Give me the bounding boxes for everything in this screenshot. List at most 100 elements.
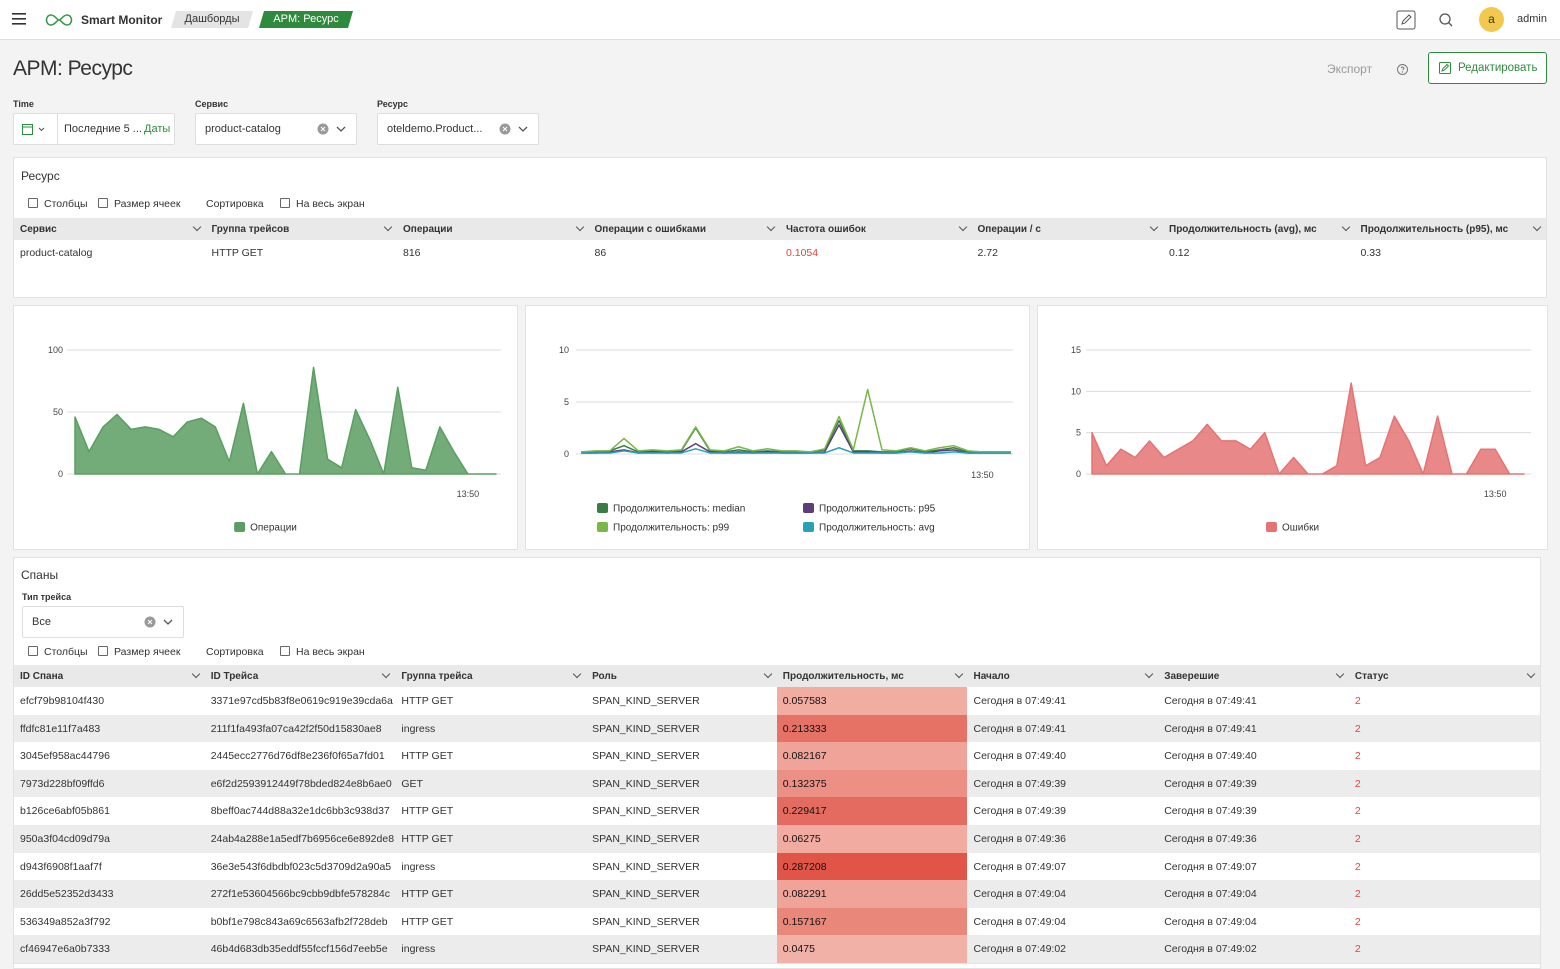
chart-panel: 0 5 10 13:50 Продолжительность: median Продол…: [525, 305, 1030, 550]
export-button[interactable]: Экспорт: [1327, 62, 1373, 76]
table-cell: SPAN_KIND_SERVER: [592, 805, 700, 818]
dates-link[interactable]: Даты: [144, 123, 171, 135]
duration-cell: [776, 825, 968, 853]
breadcrumb[interactable]: Дашборды: [171, 11, 253, 28]
toolbar-button[interactable]: Столбцы: [28, 646, 88, 658]
legend-item[interactable]: Продолжительность: p99: [597, 522, 730, 534]
legend-item[interactable]: Продолжительность: median: [597, 503, 745, 515]
table-cell: 2: [1354, 722, 1361, 735]
duration-cell: [776, 714, 968, 743]
time-picker[interactable]: Последние 5 ... Даты: [13, 113, 175, 145]
duration-cell: [776, 907, 968, 936]
legend-item[interactable]: Продолжительность: avg: [803, 522, 935, 534]
help-icon[interactable]: [1396, 63, 1409, 76]
column-header[interactable]: Заверешие: [1164, 671, 1220, 682]
panel-title: Ресурс: [21, 169, 60, 183]
toolbar-button[interactable]: Размер ячеек: [98, 198, 180, 210]
page-title: APM: Ресурс: [13, 57, 133, 80]
toolbar-button[interactable]: Размер ячеек: [98, 646, 180, 658]
toolbar-label: На весь экран: [296, 198, 365, 210]
toolbar-label: Размер ячеек: [114, 198, 181, 210]
table-cell: Сегодня в 07:49:04: [973, 888, 1067, 901]
legend-item[interactable]: Ошибки: [1265, 522, 1319, 534]
filter-label: Тип трейса: [22, 592, 72, 602]
table-cell: SPAN_KIND_SERVER: [592, 888, 700, 901]
column-header[interactable]: Операции: [403, 224, 453, 235]
column-header[interactable]: Группа трейсов: [211, 224, 290, 235]
area: [1091, 382, 1525, 475]
service-select[interactable]: product-catalog: [195, 113, 357, 145]
table-cell: Сегодня в 07:49:39: [973, 777, 1067, 790]
table-cell: HTTP GET: [401, 833, 454, 845]
table-cell: 3045ef958ac44796: [20, 750, 110, 763]
table-cell: b126ce6abf05b861: [20, 805, 110, 818]
legend-label: Продолжительность: p95: [819, 504, 936, 515]
column-header[interactable]: ID Спана: [20, 671, 64, 682]
edit-button[interactable]: Редактировать: [1428, 52, 1547, 84]
table-cell: 0.082291: [782, 888, 827, 901]
table-cell: HTTP GET: [211, 247, 264, 259]
table-cell: Сегодня в 07:49:36: [1164, 833, 1257, 845]
column-header[interactable]: Частота ошибок: [786, 224, 866, 235]
panel-title: Спаны: [21, 568, 59, 582]
column-header[interactable]: Продолжительность (p95), мс: [1360, 224, 1509, 235]
toolbar-button[interactable]: Сортировка: [194, 198, 264, 210]
table-cell: SPAN_KIND_SERVER: [592, 943, 700, 956]
legend-swatch: [234, 522, 246, 532]
legend-label: Продолжительность: p99: [613, 523, 730, 534]
table-cell: product-catalog: [20, 247, 93, 259]
user-name[interactable]: admin: [1517, 13, 1547, 25]
table-cell: SPAN_KIND_SERVER: [592, 750, 700, 763]
legend-label: Продолжительность: median: [613, 504, 745, 515]
table-cell: efcf79b98104f430: [20, 695, 105, 707]
column-header[interactable]: Сервис: [20, 224, 57, 235]
table-cell: ingress: [401, 722, 436, 735]
toolbar-icon: [28, 198, 38, 208]
toolbar-icon: [194, 648, 200, 656]
table-cell: 2.72: [977, 247, 998, 259]
resource-select[interactable]: oteldemo.Product...: [377, 113, 539, 145]
column-header[interactable]: Операции / с: [977, 224, 1041, 235]
table-cell: 2: [1354, 915, 1361, 928]
table-cell: 536349a852a3f792: [20, 915, 111, 928]
column-header[interactable]: Статус: [1354, 671, 1389, 682]
column-header[interactable]: Продолжительность, мс: [782, 671, 904, 682]
edit-icon[interactable]: [1396, 10, 1416, 30]
y-tick-label: 100: [48, 345, 63, 355]
menu-icon[interactable]: [12, 13, 26, 25]
toolbar-button[interactable]: Сортировка: [194, 646, 264, 658]
legend-item[interactable]: Операции: [234, 522, 297, 534]
table-cell: 86: [594, 247, 607, 259]
breadcrumb-current[interactable]: APM: Ресурс: [259, 11, 353, 28]
table-cell: 0.33: [1360, 247, 1381, 259]
duration-cell: [776, 742, 968, 770]
toolbar-button[interactable]: Столбцы: [28, 198, 88, 210]
column-header[interactable]: Продолжительность (avg), мс: [1169, 224, 1317, 235]
column-header[interactable]: Операции с ошибками: [594, 224, 707, 235]
table-cell: 0.057583: [782, 695, 827, 707]
toolbar-label: Столбцы: [44, 198, 88, 210]
column-header[interactable]: Роль: [592, 671, 617, 682]
column-header[interactable]: ID Трейса: [210, 671, 259, 682]
table-cell: 0.132375: [782, 777, 827, 790]
table-cell: 2: [1354, 777, 1361, 790]
table-cell: 950a3f04cd09d79a: [20, 833, 110, 845]
duration-cell: [776, 935, 968, 963]
legend-item[interactable]: Продолжительность: p95: [803, 503, 936, 515]
table-cell: 0.12: [1169, 247, 1190, 259]
y-tick-label: 0: [1076, 469, 1081, 479]
table-cell: 272f1e53604566bc9cbb9dbfe578284c: [210, 888, 390, 901]
table-cell: Сегодня в 07:49:04: [973, 915, 1067, 928]
legend-label: Ошибки: [1282, 522, 1319, 534]
trace-type-select[interactable]: Все: [22, 606, 184, 638]
toolbar-button[interactable]: На весь экран: [280, 198, 365, 210]
toolbar-button[interactable]: На весь экран: [280, 646, 365, 658]
spans-panel: Спаны Тип трейса Все Столбцы Размер ячеек…: [13, 557, 1541, 969]
column-header[interactable]: Группа трейса: [401, 671, 473, 682]
y-tick-label: 5: [564, 397, 569, 407]
avatar[interactable]: a: [1479, 7, 1504, 32]
column-header[interactable]: Начало: [973, 671, 1010, 682]
table-cell: 0.213333: [782, 722, 827, 735]
search-icon[interactable]: [1438, 12, 1454, 28]
edit-button-icon: [1439, 62, 1451, 74]
